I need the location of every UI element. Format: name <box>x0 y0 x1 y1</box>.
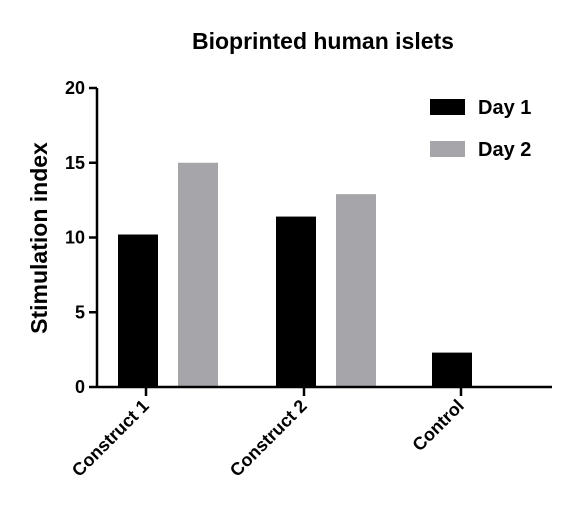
legend-swatch <box>430 141 465 157</box>
y-tick-label: 15 <box>65 153 85 173</box>
y-tick-label: 20 <box>65 78 85 98</box>
legend-swatch <box>430 99 465 115</box>
legend-label: Day 2 <box>478 139 531 161</box>
bar-day-1-control <box>432 352 472 387</box>
y-axis-label: Stimulation index <box>26 142 52 334</box>
bar-day-1-construct-2 <box>276 216 316 387</box>
chart-title: Bioprinted human islets <box>192 28 454 54</box>
x-ticks: Construct 1 Construct 2 Control <box>68 387 468 481</box>
y-tick-label: 10 <box>65 228 85 248</box>
bar-day-2-construct-1 <box>178 162 218 387</box>
bars-group <box>118 162 472 387</box>
x-tick-label: Construct 2 <box>226 396 311 481</box>
legend-label: Day 1 <box>478 97 531 119</box>
bar-day-1-construct-1 <box>118 234 158 387</box>
legend: Day 1 Day 2 <box>430 97 531 161</box>
y-ticks: 0 5 10 15 20 <box>65 78 97 397</box>
x-tick-label: Control <box>408 396 467 455</box>
y-tick-label: 5 <box>75 302 85 322</box>
y-tick-label: 0 <box>75 377 85 397</box>
bar-day-2-construct-2 <box>336 194 376 387</box>
x-tick-label: Construct 1 <box>68 396 153 481</box>
